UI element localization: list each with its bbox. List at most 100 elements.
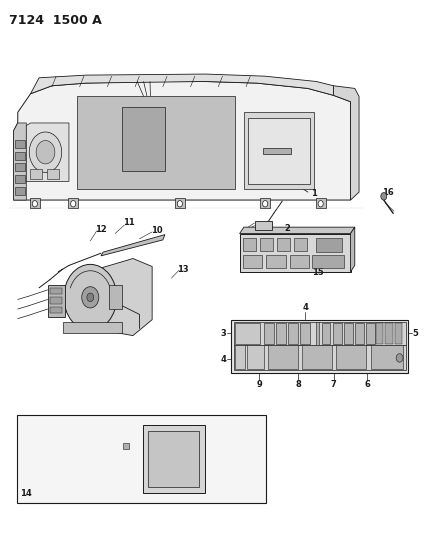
- Circle shape: [82, 287, 99, 308]
- Bar: [47, 169, 59, 179]
- Circle shape: [71, 200, 76, 207]
- Bar: [248, 118, 310, 184]
- Bar: [110, 285, 122, 309]
- Bar: [302, 345, 332, 368]
- Circle shape: [64, 264, 117, 330]
- Bar: [234, 345, 406, 369]
- Bar: [260, 238, 273, 251]
- Text: 9: 9: [256, 380, 262, 389]
- Bar: [290, 255, 309, 268]
- Bar: [122, 107, 165, 171]
- Bar: [235, 323, 260, 344]
- Text: 7124  1500 A: 7124 1500 A: [9, 14, 102, 27]
- Bar: [395, 324, 402, 344]
- Text: 2: 2: [285, 224, 291, 233]
- Bar: [333, 324, 342, 344]
- Bar: [366, 324, 375, 344]
- Text: 12: 12: [95, 225, 107, 234]
- Bar: [316, 322, 319, 345]
- Bar: [371, 345, 403, 368]
- Bar: [50, 307, 62, 313]
- Bar: [30, 169, 42, 179]
- Bar: [255, 221, 272, 230]
- Polygon shape: [26, 123, 69, 181]
- Circle shape: [177, 200, 182, 207]
- Bar: [15, 140, 25, 148]
- Bar: [263, 149, 291, 154]
- Bar: [17, 415, 267, 503]
- Bar: [316, 238, 342, 252]
- Polygon shape: [30, 74, 333, 95]
- Bar: [355, 324, 364, 344]
- Text: 11: 11: [123, 219, 134, 228]
- Bar: [50, 297, 62, 304]
- Text: 14: 14: [21, 489, 32, 498]
- Bar: [294, 238, 307, 251]
- Bar: [247, 345, 265, 368]
- Circle shape: [318, 200, 323, 207]
- Bar: [322, 324, 330, 344]
- Bar: [276, 324, 285, 344]
- Bar: [336, 345, 366, 368]
- Text: 8: 8: [295, 380, 301, 389]
- Polygon shape: [351, 227, 355, 272]
- Bar: [386, 324, 393, 344]
- Circle shape: [396, 354, 403, 362]
- Bar: [244, 112, 314, 189]
- Bar: [143, 425, 205, 494]
- Polygon shape: [240, 227, 355, 233]
- Bar: [315, 198, 326, 208]
- Text: 16: 16: [382, 188, 393, 197]
- Bar: [267, 255, 285, 268]
- Bar: [15, 175, 25, 183]
- Circle shape: [87, 293, 94, 302]
- Polygon shape: [14, 82, 351, 200]
- Bar: [277, 238, 290, 251]
- Text: 13: 13: [178, 265, 189, 273]
- Circle shape: [36, 141, 55, 164]
- Polygon shape: [240, 233, 351, 272]
- Bar: [235, 345, 245, 368]
- Bar: [243, 255, 262, 268]
- Bar: [30, 198, 40, 208]
- Bar: [50, 288, 62, 294]
- Bar: [300, 324, 309, 344]
- Bar: [123, 443, 129, 449]
- Text: 15: 15: [312, 268, 324, 277]
- Text: 4: 4: [303, 303, 308, 312]
- Polygon shape: [333, 86, 359, 200]
- Text: 10: 10: [152, 226, 163, 235]
- Text: 3: 3: [220, 329, 226, 338]
- Bar: [312, 255, 344, 268]
- Text: 7: 7: [331, 380, 337, 389]
- Polygon shape: [88, 259, 152, 336]
- Text: 5: 5: [413, 329, 419, 338]
- Circle shape: [263, 200, 268, 207]
- Text: 6: 6: [365, 380, 370, 389]
- Bar: [15, 164, 25, 171]
- Bar: [231, 320, 408, 373]
- Bar: [68, 198, 78, 208]
- Bar: [48, 285, 65, 317]
- Text: 1: 1: [311, 189, 317, 198]
- Bar: [175, 198, 185, 208]
- Bar: [148, 431, 199, 487]
- Circle shape: [381, 192, 387, 200]
- Polygon shape: [77, 96, 235, 189]
- Bar: [15, 152, 25, 160]
- Bar: [234, 322, 406, 345]
- Bar: [268, 345, 297, 368]
- Bar: [376, 324, 383, 344]
- Bar: [344, 324, 353, 344]
- Circle shape: [29, 132, 62, 172]
- Polygon shape: [14, 123, 26, 200]
- Bar: [260, 198, 270, 208]
- Bar: [243, 238, 256, 251]
- Bar: [265, 324, 274, 344]
- Polygon shape: [62, 322, 122, 333]
- Polygon shape: [101, 235, 165, 256]
- Circle shape: [32, 200, 37, 207]
- Bar: [288, 324, 297, 344]
- Text: 4: 4: [220, 354, 226, 364]
- Bar: [15, 187, 25, 195]
